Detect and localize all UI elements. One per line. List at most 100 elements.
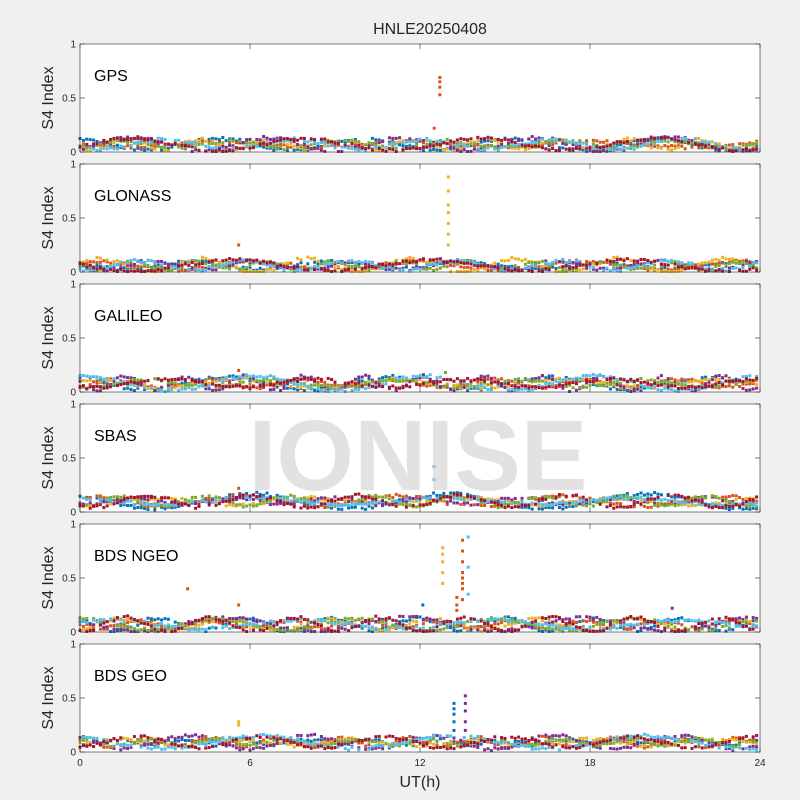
data-point [394, 149, 398, 153]
data-point [105, 147, 109, 151]
data-point [554, 258, 558, 262]
data-point [612, 141, 616, 145]
data-point [217, 388, 221, 392]
data-point [449, 145, 453, 149]
data-point [122, 138, 126, 142]
data-point [727, 384, 731, 388]
data-point [741, 382, 745, 386]
data-point [255, 496, 259, 500]
data-point [547, 385, 551, 389]
data-point [194, 387, 198, 391]
data-point [343, 385, 347, 389]
data-point [557, 495, 561, 499]
data-point [653, 263, 657, 267]
data-point [160, 260, 164, 264]
data-point [204, 268, 208, 272]
data-point [360, 500, 364, 504]
data-point [377, 147, 381, 151]
data-point [710, 378, 714, 382]
data-point [408, 380, 412, 384]
data-point [557, 493, 561, 497]
data-point [676, 382, 680, 386]
data-point [153, 142, 157, 146]
data-point [289, 499, 293, 503]
data-point [336, 624, 340, 628]
data-point [245, 138, 249, 142]
data-point [282, 380, 286, 384]
data-point [224, 385, 228, 389]
data-point [211, 380, 215, 384]
data-point [438, 385, 442, 389]
data-point [557, 380, 561, 384]
data-point [435, 139, 439, 143]
data-point [143, 379, 147, 383]
data-point [387, 136, 391, 140]
data-point [143, 386, 147, 390]
data-point [316, 144, 320, 148]
data-point [700, 261, 704, 265]
data-point [479, 140, 483, 144]
data-point [214, 388, 218, 392]
data-point [629, 505, 633, 509]
data-point [534, 496, 538, 500]
spike-point [446, 243, 450, 247]
data-point [112, 145, 116, 149]
data-point [707, 260, 711, 264]
data-point [755, 142, 759, 146]
data-point [707, 503, 711, 507]
data-point [126, 259, 130, 263]
data-point [707, 266, 711, 270]
data-point [139, 503, 143, 507]
data-point [693, 137, 697, 141]
data-point [394, 146, 398, 150]
data-point [221, 259, 225, 263]
data-point [139, 259, 143, 263]
data-point [615, 255, 619, 259]
data-point [697, 496, 701, 500]
data-point [442, 377, 446, 381]
data-point [391, 373, 395, 377]
data-point [506, 388, 510, 392]
data-point [625, 146, 629, 150]
data-point [551, 385, 555, 389]
data-point [727, 143, 731, 147]
data-point [588, 502, 592, 506]
data-point [367, 374, 371, 378]
data-point [353, 387, 357, 391]
data-point [285, 386, 289, 390]
data-point [506, 258, 510, 262]
data-point [459, 495, 463, 499]
data-point [299, 497, 303, 501]
data-point [190, 141, 194, 145]
data-point [241, 380, 245, 384]
data-point [129, 261, 133, 265]
data-point [272, 137, 276, 141]
data-point [377, 267, 381, 271]
data-point [513, 616, 517, 620]
data-point [588, 496, 592, 500]
data-point [153, 269, 157, 273]
data-point [673, 382, 677, 386]
data-point [687, 261, 691, 265]
data-point [639, 502, 643, 506]
data-point [425, 263, 429, 267]
data-point [309, 502, 313, 506]
data-point [506, 141, 510, 145]
data-point [527, 496, 531, 500]
data-point [115, 263, 119, 267]
data-point [156, 499, 160, 503]
data-point [500, 501, 504, 505]
data-point [272, 383, 276, 387]
data-point [95, 381, 99, 385]
data-point [663, 504, 667, 508]
data-point [544, 376, 548, 380]
data-point [92, 626, 96, 630]
data-point [435, 142, 439, 146]
data-point [364, 262, 368, 266]
data-point [163, 137, 167, 141]
data-point [115, 143, 119, 147]
data-point [166, 263, 170, 267]
data-point [251, 497, 255, 501]
data-point [421, 495, 425, 499]
data-point [731, 493, 735, 497]
